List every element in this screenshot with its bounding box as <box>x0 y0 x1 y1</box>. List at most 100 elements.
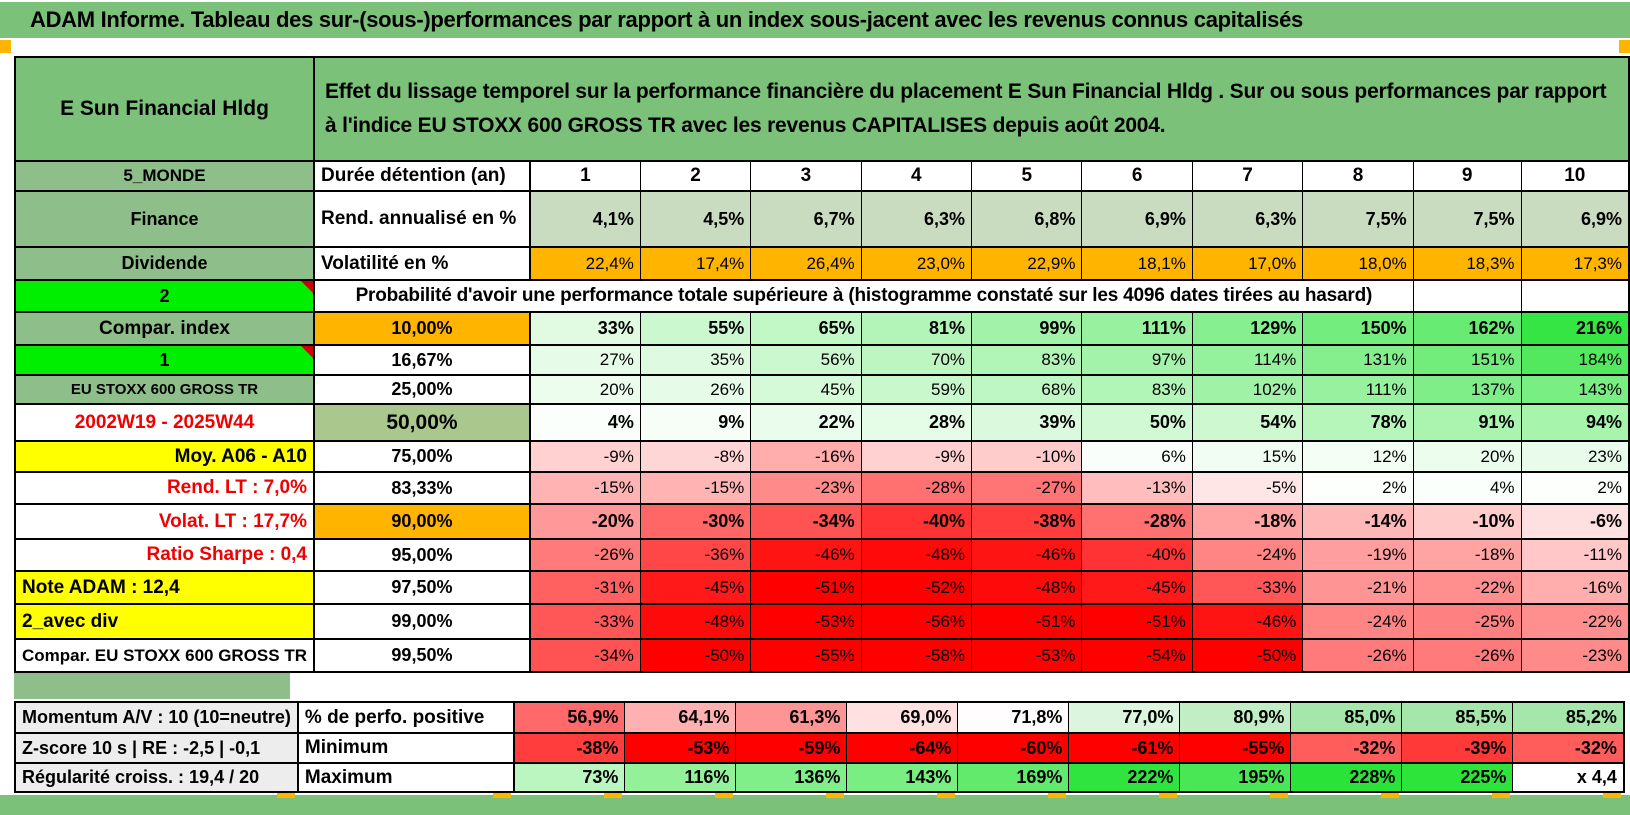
data-cell[interactable]: 9% <box>639 403 752 442</box>
data-cell[interactable]: 28% <box>860 403 973 442</box>
data-cell[interactable]: -15% <box>639 471 752 505</box>
row-label[interactable]: 2_avec div <box>14 603 315 640</box>
data-cell[interactable]: -40% <box>1081 538 1193 572</box>
row-threshold[interactable]: 83,33% <box>313 471 531 505</box>
data-cell[interactable]: 99% <box>971 311 1083 346</box>
data-cell[interactable]: -8% <box>639 440 752 473</box>
data-cell[interactable]: 78% <box>1302 403 1414 442</box>
data-cell[interactable]: -50% <box>639 638 752 673</box>
data-cell[interactable]: -40% <box>860 503 973 540</box>
data-cell[interactable]: 195% <box>1179 762 1292 793</box>
data-cell[interactable]: -28% <box>860 471 973 505</box>
data-cell[interactable]: -53% <box>971 638 1083 673</box>
data-cell[interactable] <box>1520 279 1630 313</box>
data-cell[interactable]: 225% <box>1401 762 1514 793</box>
data-cell[interactable]: 4,5% <box>639 190 752 248</box>
year-header-cell[interactable]: 6 <box>1081 160 1193 192</box>
row-label[interactable]: Rend. LT : 7,0% <box>14 471 315 505</box>
data-cell[interactable]: 162% <box>1412 311 1522 346</box>
table-description-cell[interactable]: Effet du lissage temporel sur la perform… <box>313 56 1630 162</box>
data-cell[interactable]: -16% <box>750 440 862 473</box>
data-cell[interactable]: -54% <box>1081 638 1193 673</box>
data-cell[interactable]: -18% <box>1412 538 1522 572</box>
row-label[interactable]: Compar. EU STOXX 600 GROSS TR <box>14 638 315 673</box>
data-cell[interactable]: 27% <box>529 344 641 376</box>
year-header-cell[interactable]: 9 <box>1412 160 1522 192</box>
data-cell[interactable]: 17,3% <box>1520 246 1630 281</box>
data-cell[interactable]: 70% <box>860 344 973 376</box>
data-cell[interactable]: 7,5% <box>1302 190 1414 248</box>
data-cell[interactable]: 85,2% <box>1512 701 1625 734</box>
data-cell[interactable]: 26% <box>639 374 752 405</box>
data-cell[interactable]: 136% <box>735 762 848 793</box>
data-cell[interactable]: -34% <box>529 638 641 673</box>
data-cell[interactable]: -6% <box>1520 503 1630 540</box>
data-cell[interactable]: 4% <box>1412 471 1522 505</box>
data-cell[interactable]: -52% <box>860 570 973 605</box>
data-cell[interactable]: -15% <box>529 471 641 505</box>
row-label[interactable]: 2002W19 - 2025W44 <box>14 403 315 442</box>
data-cell[interactable]: 39% <box>971 403 1083 442</box>
data-cell[interactable]: -61% <box>1068 732 1181 764</box>
data-cell[interactable]: -45% <box>1081 570 1193 605</box>
year-header-cell[interactable]: 4 <box>860 160 973 192</box>
data-cell[interactable]: 91% <box>1412 403 1522 442</box>
data-cell[interactable]: 59% <box>860 374 973 405</box>
data-cell[interactable]: -10% <box>971 440 1083 473</box>
row-label[interactable]: Dividende <box>14 246 315 281</box>
data-cell[interactable]: 129% <box>1191 311 1304 346</box>
data-cell[interactable]: 54% <box>1191 403 1304 442</box>
data-cell[interactable]: 22,9% <box>971 246 1083 281</box>
data-cell[interactable]: 6,7% <box>750 190 862 248</box>
data-cell[interactable]: -26% <box>529 538 641 572</box>
data-cell[interactable]: -59% <box>735 732 848 764</box>
data-cell[interactable]: 4,1% <box>529 190 641 248</box>
data-cell[interactable]: 131% <box>1302 344 1414 376</box>
data-cell[interactable]: 6,9% <box>1520 190 1630 248</box>
data-cell[interactable]: -31% <box>529 570 641 605</box>
data-cell[interactable]: -34% <box>750 503 862 540</box>
data-cell[interactable]: 97% <box>1081 344 1193 376</box>
row-label[interactable]: Régularité croiss. : 19,4 / 20 <box>14 762 299 793</box>
row-threshold[interactable]: 75,00% <box>313 440 531 473</box>
data-cell[interactable]: 80,9% <box>1179 701 1292 734</box>
year-header-cell[interactable]: 3 <box>750 160 862 192</box>
year-header-cell[interactable]: 2 <box>639 160 752 192</box>
year-header-cell[interactable]: 1 <box>529 160 641 192</box>
row-threshold[interactable]: 10,00% <box>313 311 531 346</box>
data-cell[interactable]: -46% <box>1191 603 1304 640</box>
row-label[interactable]: Compar. index <box>14 311 315 346</box>
data-cell[interactable]: -20% <box>529 503 641 540</box>
row-threshold[interactable]: 90,00% <box>313 503 531 540</box>
data-cell[interactable]: -51% <box>750 570 862 605</box>
data-cell[interactable]: -19% <box>1302 538 1414 572</box>
data-cell[interactable]: 22% <box>750 403 862 442</box>
row-metric[interactable]: Maximum <box>297 762 515 793</box>
data-cell[interactable]: 50% <box>1081 403 1193 442</box>
data-cell[interactable]: 56% <box>750 344 862 376</box>
data-cell[interactable]: -33% <box>1191 570 1304 605</box>
corner-label-cell[interactable]: 5_MONDE <box>14 160 315 192</box>
data-cell[interactable]: 114% <box>1191 344 1304 376</box>
data-cell[interactable]: -26% <box>1412 638 1522 673</box>
data-cell[interactable]: -23% <box>750 471 862 505</box>
data-cell[interactable]: -36% <box>639 538 752 572</box>
instrument-name-cell[interactable]: E Sun Financial Hldg <box>14 56 315 162</box>
data-cell[interactable]: 6,3% <box>860 190 973 248</box>
data-cell[interactable]: -24% <box>1191 538 1304 572</box>
data-cell[interactable]: 83% <box>1081 374 1193 405</box>
data-cell[interactable]: 68% <box>971 374 1083 405</box>
data-cell[interactable]: 102% <box>1191 374 1304 405</box>
data-cell[interactable]: 143% <box>846 762 959 793</box>
data-cell[interactable]: -10% <box>1412 503 1522 540</box>
data-cell[interactable]: -53% <box>750 603 862 640</box>
data-cell[interactable]: 4% <box>529 403 641 442</box>
row-threshold[interactable]: 25,00% <box>313 374 531 405</box>
data-cell[interactable]: -13% <box>1081 471 1193 505</box>
data-cell[interactable]: 137% <box>1412 374 1522 405</box>
data-cell[interactable]: -45% <box>639 570 752 605</box>
data-cell[interactable]: -25% <box>1412 603 1522 640</box>
row-label[interactable]: EU STOXX 600 GROSS TR <box>14 374 315 405</box>
data-cell[interactable]: 228% <box>1290 762 1403 793</box>
data-cell[interactable]: 150% <box>1302 311 1414 346</box>
